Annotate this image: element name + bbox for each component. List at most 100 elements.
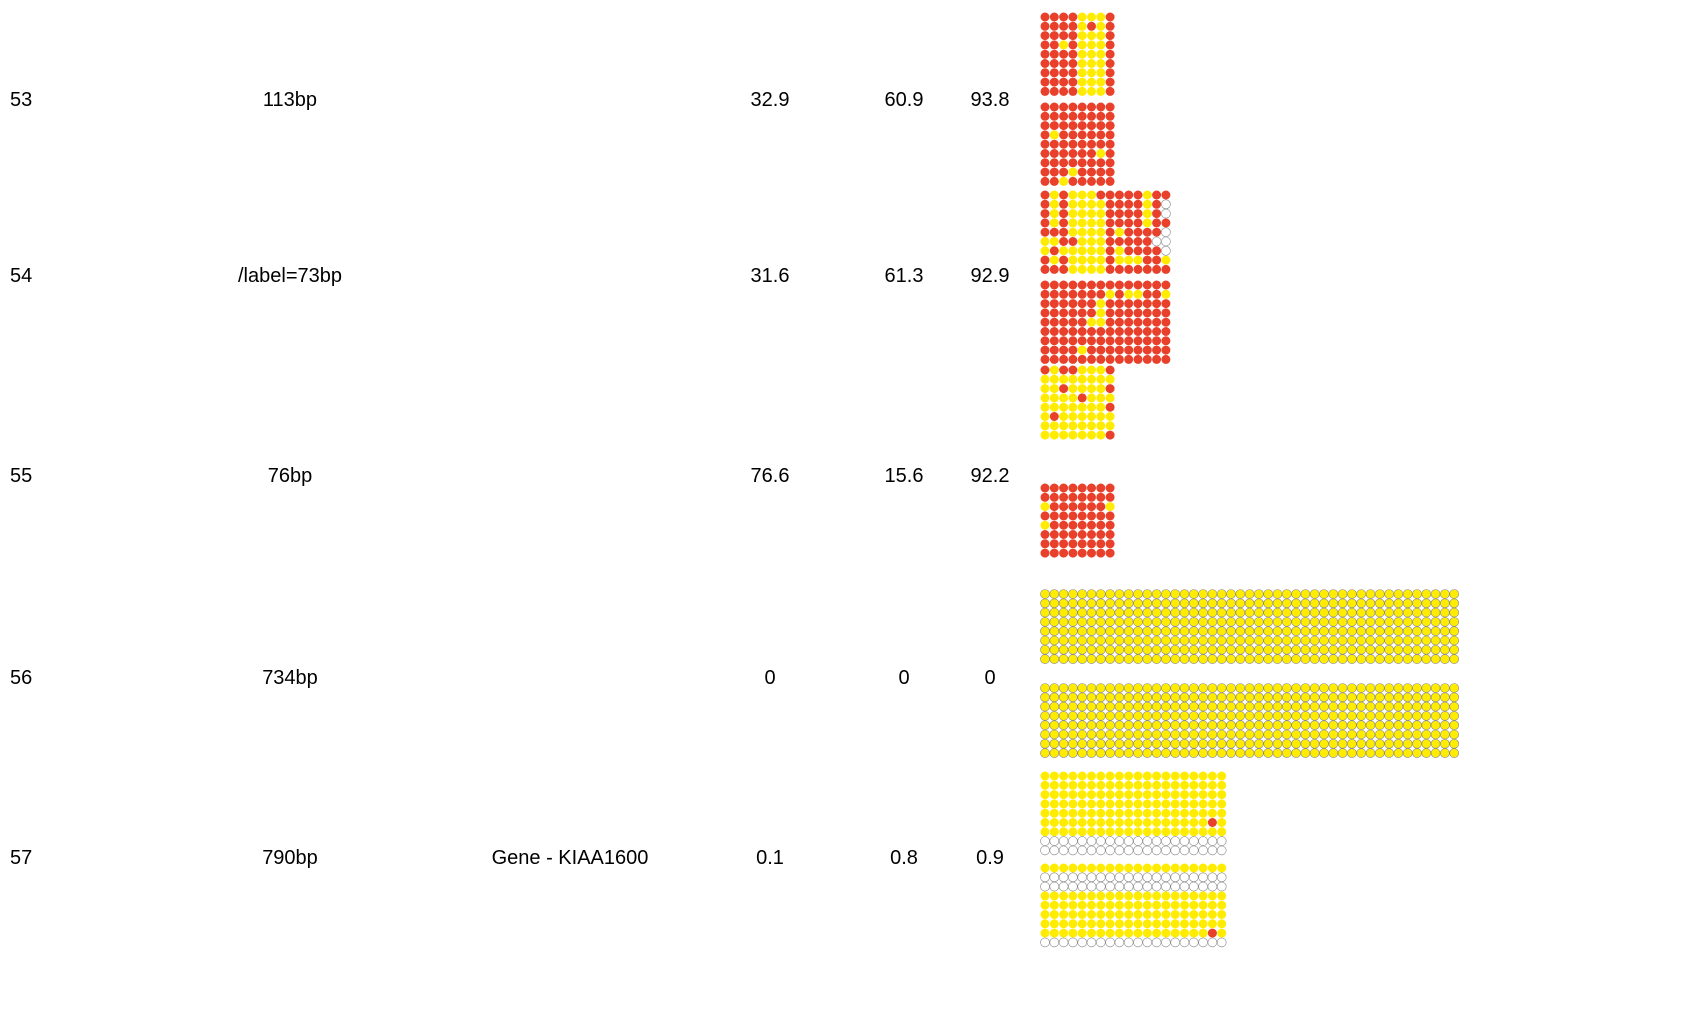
cpg-site (1068, 430, 1078, 440)
cpg-site (1049, 701, 1060, 712)
cpg-site (1393, 635, 1404, 646)
cpg-site (1040, 900, 1050, 910)
cpg-site (1096, 327, 1106, 336)
cpg-site (1309, 720, 1320, 731)
cpg-site (1282, 644, 1292, 655)
value-1: 31.6 (750, 265, 790, 287)
cpg-site (1440, 729, 1450, 740)
cpg-site (1133, 881, 1143, 892)
cpg-site (1049, 327, 1059, 336)
cpg-site (1068, 384, 1078, 394)
cpg-site (1040, 607, 1050, 618)
cpg-site (1337, 635, 1348, 646)
cpg-site (1319, 598, 1329, 609)
cpg-site (1087, 354, 1096, 364)
cpg-site (1077, 336, 1087, 346)
cpg-site (1105, 900, 1115, 910)
cpg-site (1077, 139, 1087, 149)
cpg-site (1068, 176, 1078, 186)
cpg-site (1087, 227, 1096, 237)
cpg-site (1040, 246, 1050, 256)
cpg-site (1161, 748, 1171, 758)
cpg-site (1189, 720, 1199, 731)
cpg-site (1096, 430, 1106, 440)
cpg-site (1309, 692, 1320, 703)
cpg-site (1040, 12, 1050, 22)
cpg-site (1133, 354, 1143, 364)
cpg-site (1244, 644, 1255, 655)
cpg-site (1058, 711, 1069, 721)
cpg-site (1161, 308, 1171, 318)
cpg-site (1217, 771, 1227, 781)
cpg-site (1077, 827, 1087, 837)
cpg-site (1049, 190, 1059, 200)
cpg-site (1180, 919, 1189, 929)
cpg-site (1087, 199, 1096, 209)
cpg-site (1393, 738, 1404, 749)
cpg-site (1151, 748, 1162, 758)
cpg-site (1040, 365, 1050, 375)
cpg-site (1152, 827, 1162, 837)
cpg-site (1114, 218, 1124, 228)
cpg-site (1059, 799, 1069, 809)
cpg-site (1161, 881, 1171, 892)
cpg-site (1161, 937, 1171, 948)
cpg-site (1068, 49, 1078, 59)
cpg-site (1347, 701, 1357, 712)
cpg-site (1105, 483, 1115, 493)
cpg-site (1096, 317, 1106, 327)
cpg-site (1300, 635, 1311, 646)
cpg-site (1096, 139, 1106, 149)
cpg-site (1068, 111, 1078, 121)
cpg-site (1402, 720, 1413, 731)
cpg-site (1152, 336, 1162, 346)
cpg-site (1049, 617, 1060, 627)
cpg-site (1114, 881, 1125, 892)
cpg-site (1087, 393, 1096, 403)
cpg-site (1430, 617, 1441, 627)
cpg-site (1124, 264, 1134, 274)
cpg-site (1096, 511, 1106, 521)
cpg-site (1105, 539, 1115, 549)
cpg-site (1087, 548, 1096, 558)
cpg-site (1440, 635, 1450, 646)
cpg-site (1347, 617, 1357, 627)
cpg-site (1198, 635, 1208, 646)
cpg-site (1179, 654, 1190, 664)
cpg-site (1170, 711, 1180, 721)
cpg-site (1430, 711, 1441, 721)
cpg-site (1124, 928, 1134, 938)
cpg-site (1226, 729, 1236, 740)
cpg-site (1365, 598, 1376, 609)
cpg-site (1421, 589, 1432, 599)
cpg-site (1105, 845, 1115, 856)
cpg-site (1059, 354, 1069, 364)
cpg-site (1105, 49, 1115, 59)
cpg-site (1123, 683, 1134, 693)
cpg-site (1142, 900, 1152, 910)
cpg-site (1059, 502, 1069, 512)
cpg-site (1189, 607, 1199, 618)
cpg-site (1049, 539, 1059, 549)
cpg-site (1142, 598, 1153, 609)
cpg-site (1300, 720, 1311, 731)
cpg-site (1114, 845, 1125, 856)
cpg-site (1412, 654, 1422, 664)
cpg-site (1068, 264, 1078, 274)
cpg-site (1142, 872, 1153, 883)
cpg-site (1161, 264, 1171, 274)
cpg-site (1198, 607, 1208, 618)
cpg-site (1068, 891, 1078, 901)
cpg-site (1058, 654, 1069, 664)
cpg-site (1049, 336, 1059, 346)
cpg-site (1272, 617, 1283, 627)
cpg-site (1226, 617, 1236, 627)
cpg-site (1077, 654, 1087, 664)
cpg-site (1309, 654, 1320, 664)
cpg-site (1068, 402, 1078, 412)
cpg-site (1161, 299, 1171, 309)
cpg-site (1152, 818, 1162, 827)
cpg-site (1328, 635, 1339, 646)
cpg-site (1124, 218, 1134, 228)
cpg-site (1040, 158, 1050, 168)
